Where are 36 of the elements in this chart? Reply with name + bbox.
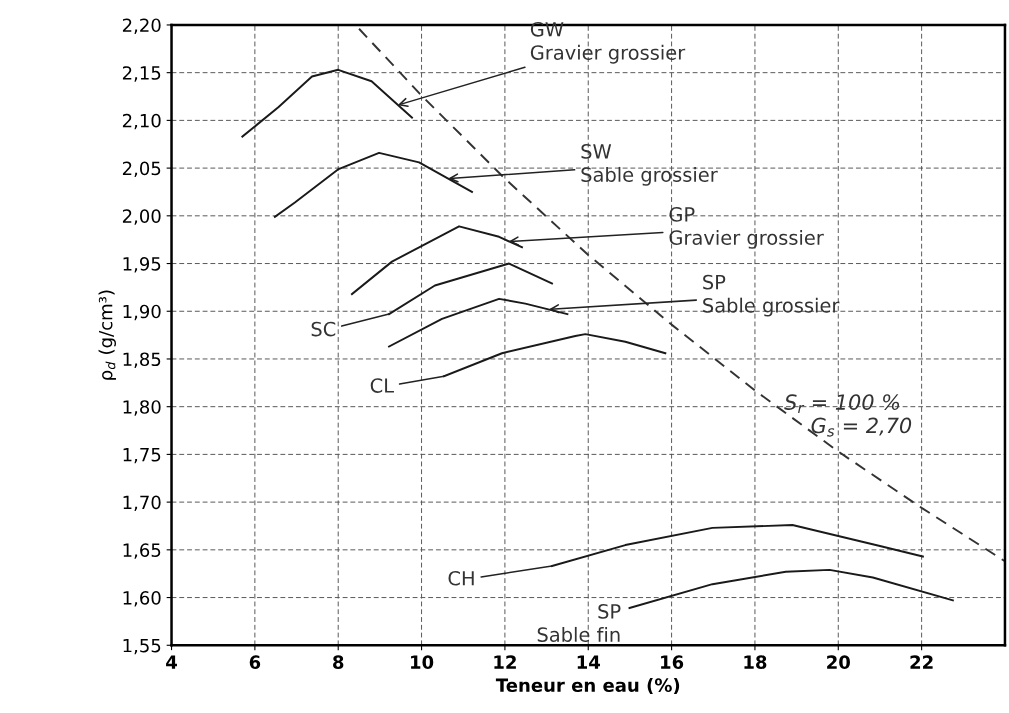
y-tick-label: 1,85: [123, 352, 161, 368]
x-tick-label: 22: [910, 655, 933, 669]
y-tick-label: 2,05: [122, 161, 161, 178]
y-tick-label: 2,00: [122, 209, 161, 225]
annotation: CL: [370, 378, 394, 393]
x-tick-label: 10: [411, 655, 434, 669]
line-series: [628, 568, 954, 610]
x-tick-label: 20: [827, 655, 850, 669]
annotation: SC: [311, 321, 336, 337]
y-tick-label: 1,80: [123, 400, 161, 416]
annotation: SP Sable grossier: [703, 274, 840, 317]
y-tick-label: 1,70: [123, 495, 161, 512]
x-tick-label: 4: [166, 655, 177, 669]
y-tick-label: 1,90: [123, 304, 161, 321]
y-tick-label: 2,15: [122, 66, 161, 82]
x-tick-label: 6: [249, 655, 261, 669]
annotation: GP Gravier grossier: [669, 207, 824, 249]
y-tick-label: 1,75: [123, 448, 161, 464]
x-tick-label: 12: [494, 655, 516, 669]
y-tick-label: 1,60: [123, 591, 161, 607]
x-tick-label: 18: [744, 655, 767, 669]
x-tick-label: 16: [661, 655, 684, 669]
x-tick-label: 8: [333, 655, 344, 669]
annotation: GW Gravier grossier: [530, 21, 686, 64]
x-axis-title: Teneur en eau (%): [495, 678, 680, 695]
y-axis-title: ρ$_{d}$ (g/cm³): [98, 290, 116, 380]
x-tick-label: 14: [577, 655, 600, 669]
y-tick-label: 2,20: [122, 18, 161, 34]
y-tick-label: 1,65: [123, 543, 161, 559]
y-tick-label: 2,10: [122, 113, 161, 130]
y-tick-label: 1,95: [123, 256, 161, 273]
line-series: [241, 68, 413, 138]
annotation: SW Sable grossier: [581, 144, 718, 186]
annotation: CH: [448, 570, 474, 586]
y-tick-label: 1,55: [123, 638, 161, 655]
annotation: SP Sable fin: [537, 604, 621, 642]
